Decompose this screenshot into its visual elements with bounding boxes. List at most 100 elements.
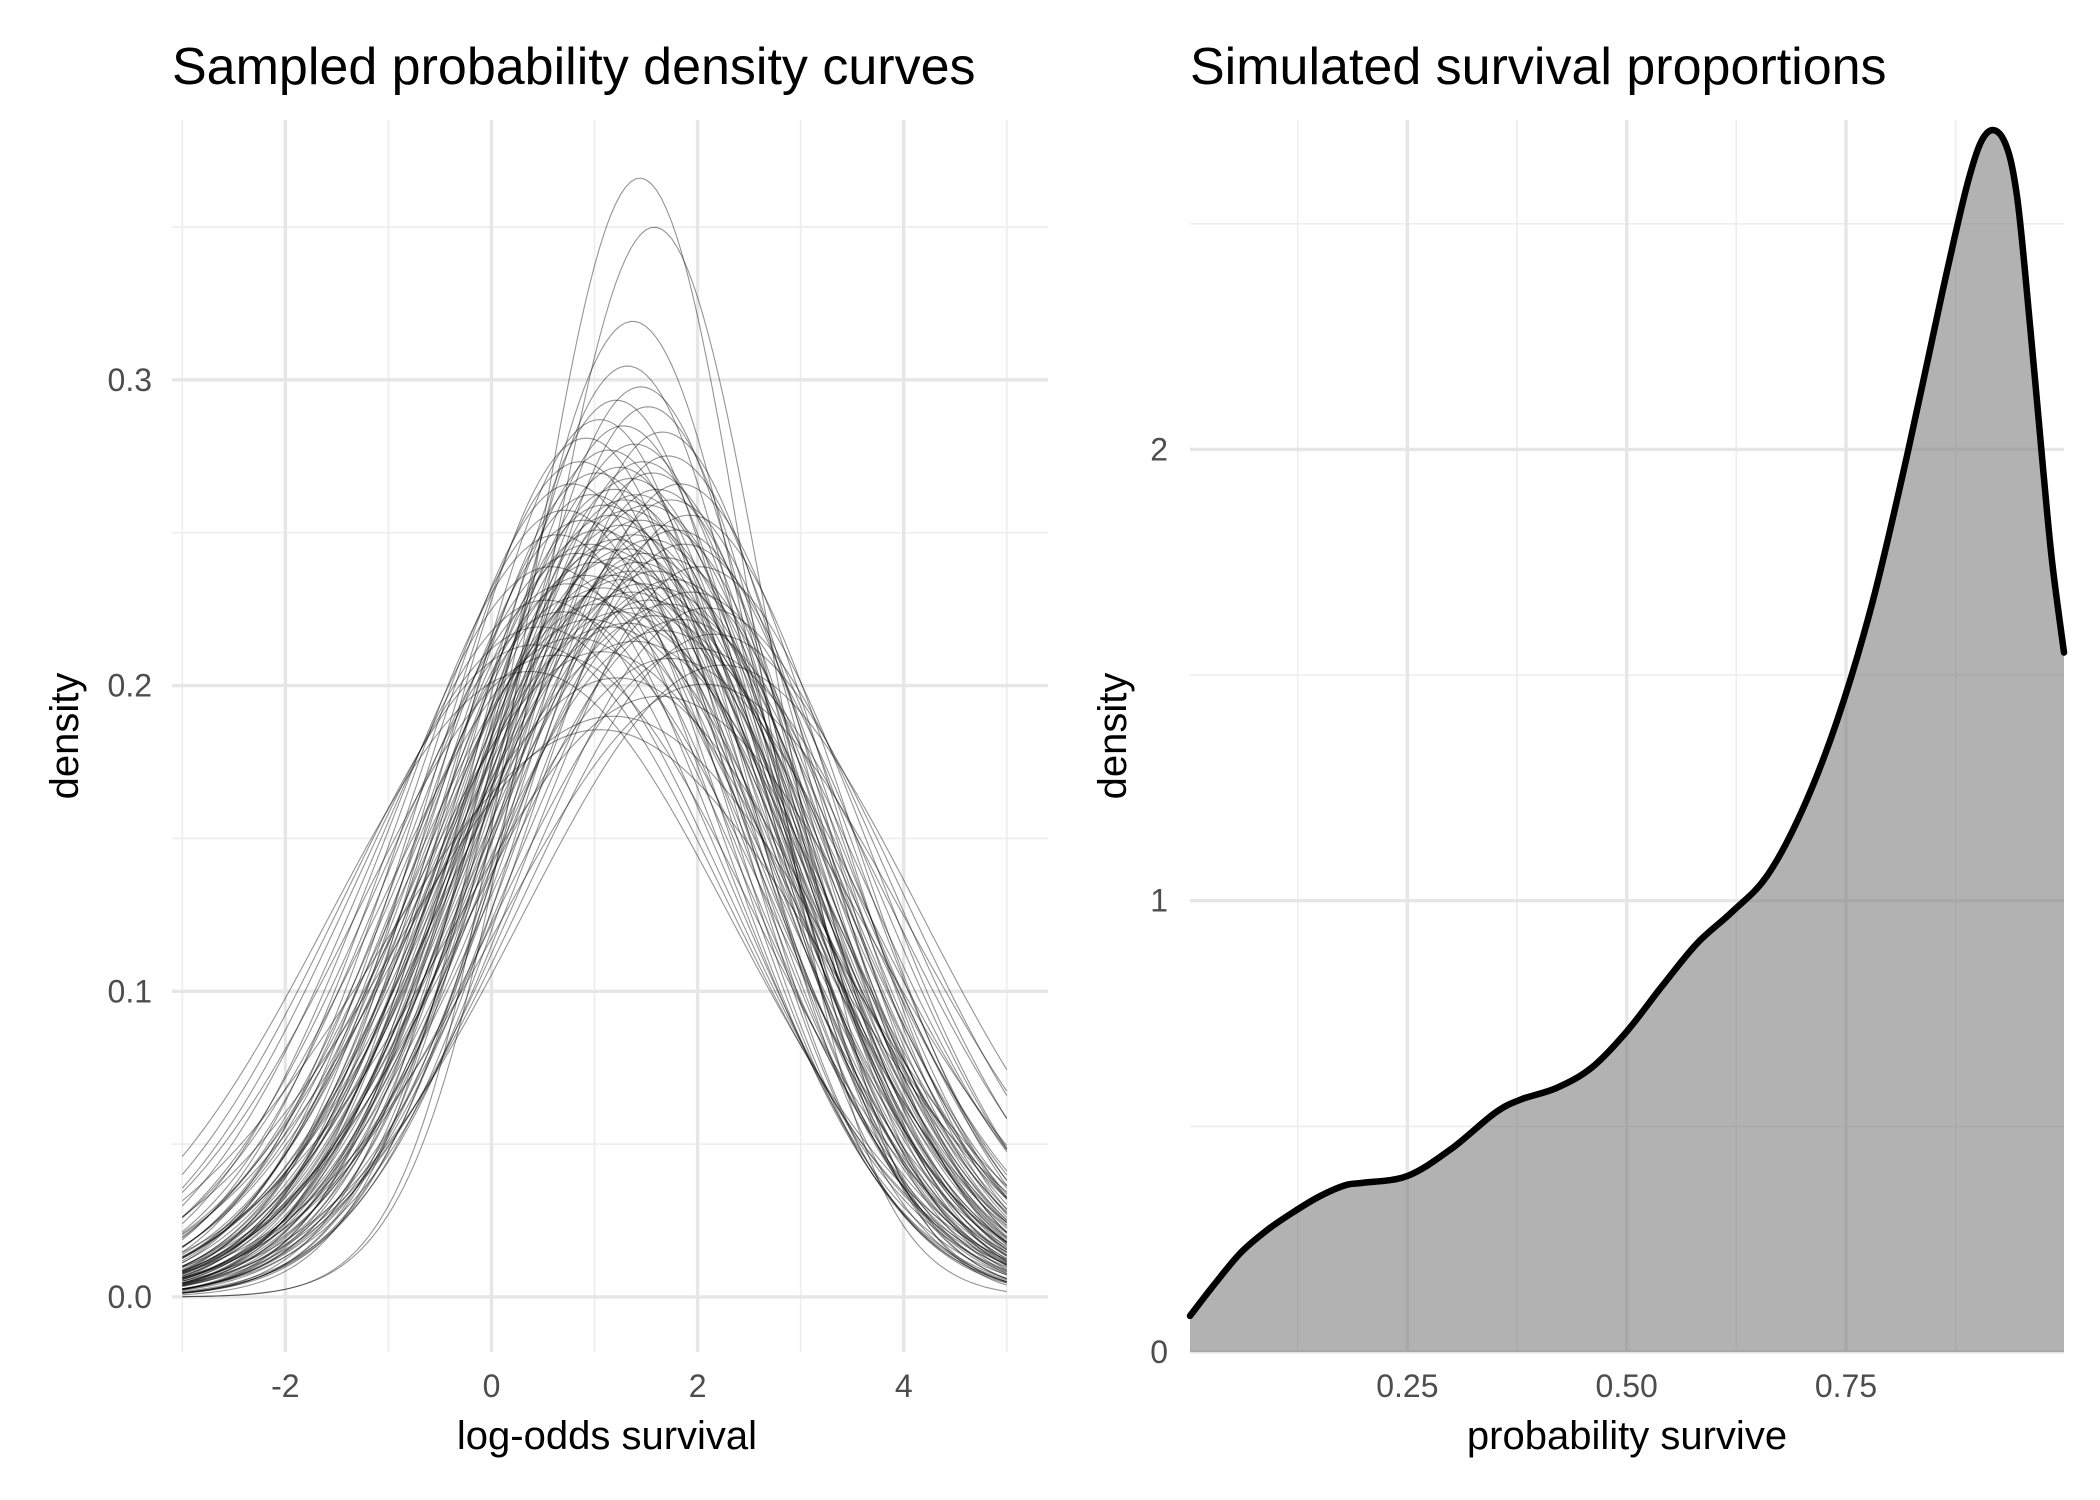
right-x-tick-label: 0.25: [1376, 1368, 1438, 1404]
density-curve-22: [182, 483, 1007, 1282]
left-x-tick-label: 4: [895, 1368, 913, 1404]
density-curve-36: [182, 519, 1007, 1273]
density-line: [1186, 126, 2068, 1320]
right-y-tick-label: 1: [1150, 883, 1168, 919]
left-curves: [181, 177, 1008, 1298]
density-curve-69: [181, 595, 1008, 1256]
density-curve-91: [181, 651, 1008, 1234]
density-curve-37: [182, 524, 1008, 1287]
density-curve-73: [182, 603, 1008, 1279]
density-area-fill: [1190, 130, 2064, 1352]
density-curve-14: [182, 455, 1008, 1294]
density-curve-98: [181, 715, 1008, 1218]
density-curve-81: [182, 618, 1008, 1280]
density-curve-38: [182, 524, 1008, 1278]
left-x-axis-title: log-odds survival: [457, 1414, 757, 1458]
density-curve-88: [182, 640, 1008, 1257]
density-curve-13: [182, 449, 1008, 1284]
density-curve-67: [182, 591, 1008, 1286]
density-curve-29: [182, 504, 1008, 1275]
density-curve-5: [182, 386, 1008, 1294]
density-curve-61: [182, 579, 1008, 1284]
density-curve-76: [182, 607, 1008, 1287]
left-x-tick-label: -2: [271, 1368, 299, 1404]
density-curve-2: [182, 226, 1007, 1298]
density-curve-20: [182, 477, 1008, 1286]
right-y-tick-labels: 0 1 2: [1150, 431, 1168, 1370]
density-curve-32: [182, 509, 1008, 1282]
density-curve-80: [181, 618, 1008, 1243]
density-curve-89: [181, 644, 1007, 1265]
right-y-tick-label: 0: [1150, 1334, 1168, 1370]
density-curve-26: [182, 494, 1007, 1274]
right-chart-title: Simulated survival proportions: [1190, 38, 1887, 96]
density-curve-97: [182, 683, 1008, 1274]
density-curve-68: [182, 591, 1008, 1269]
density-curve-52: [182, 557, 1008, 1270]
density-curve-65: [182, 587, 1008, 1255]
density-curve-62: [182, 579, 1008, 1267]
left-y-tick-label: 0.1: [108, 973, 152, 1009]
left-x-tick-label: 2: [689, 1368, 707, 1404]
density-curve-18: [182, 472, 1008, 1291]
density-curve-33: [182, 514, 1008, 1293]
density-curve-66: [182, 587, 1008, 1279]
density-curve-54: [182, 561, 1008, 1258]
left-y-tick-labels: 0.0 0.1 0.2 0.3: [108, 362, 152, 1315]
density-curve-77: [182, 611, 1008, 1258]
left-y-tick-label: 0.3: [108, 362, 152, 398]
density-curve-87: [181, 637, 1008, 1247]
density-curve-75: [182, 607, 1008, 1267]
density-curve-83: [181, 626, 1007, 1268]
density-curve-9: [182, 425, 1008, 1290]
density-curve-31: [181, 509, 1007, 1281]
density-curve-94: [182, 664, 1008, 1282]
density-curve-34: [182, 514, 1008, 1276]
density-curve-41: [182, 534, 1008, 1280]
density-curve-43: [182, 538, 1008, 1273]
left-chart-title: Sampled probability density curves: [172, 38, 976, 96]
density-curve-25: [182, 494, 1008, 1286]
right-panel: 0 1 2 0.25 0.50 0.75 Simulated survival prop…: [1091, 38, 2068, 1458]
right-x-tick-labels: 0.25 0.50 0.75: [1376, 1368, 1877, 1404]
density-curve-51: [182, 557, 1008, 1285]
density-curve-92: [181, 654, 1008, 1253]
density-curve-55: [182, 566, 1008, 1290]
density-curve-99: [181, 729, 1008, 1202]
density-curve-85: [182, 629, 1008, 1272]
density-curve-24: [182, 488, 1008, 1290]
right-x-tick-label: 0.50: [1596, 1368, 1658, 1404]
density-curve-7: [182, 406, 1008, 1294]
density-curve-48: [182, 548, 1008, 1267]
density-curve-59: [182, 574, 1008, 1264]
right-y-axis-title: density: [1091, 673, 1135, 800]
density-curve-47: [182, 548, 1008, 1275]
density-curve-30: [182, 504, 1008, 1287]
density-curve-82: [182, 622, 1008, 1259]
right-density-area: [1186, 126, 2068, 1352]
density-curve-45: [182, 543, 1008, 1265]
density-curve-42: [181, 534, 1007, 1279]
left-panel: 0.0 0.1 0.2 0.3 -2 0 2 4 Sampled probability d…: [43, 38, 1048, 1458]
left-x-tick-label: 0: [483, 1368, 501, 1404]
density-curve-21: [182, 483, 1008, 1293]
density-curve-10: [182, 431, 1008, 1294]
density-curve-27: [182, 499, 1008, 1282]
right-x-tick-label: 0.75: [1815, 1368, 1877, 1404]
density-curve-90: [182, 647, 1008, 1279]
density-curve-86: [182, 633, 1008, 1285]
density-curve-71: [182, 599, 1008, 1274]
density-curve-74: [182, 603, 1008, 1248]
density-curve-72: [181, 599, 1007, 1271]
left-y-tick-label: 0.0: [108, 1279, 152, 1315]
density-curve-39: [182, 529, 1008, 1268]
density-curve-40: [182, 529, 1008, 1290]
density-curve-57: [182, 570, 1008, 1273]
density-curve-63: [182, 583, 1008, 1274]
density-curve-70: [182, 595, 1008, 1259]
right-y-tick-label: 2: [1150, 431, 1168, 467]
density-curve-93: [182, 657, 1008, 1268]
density-curve-95: [181, 671, 1008, 1261]
density-curve-49: [182, 552, 1008, 1280]
